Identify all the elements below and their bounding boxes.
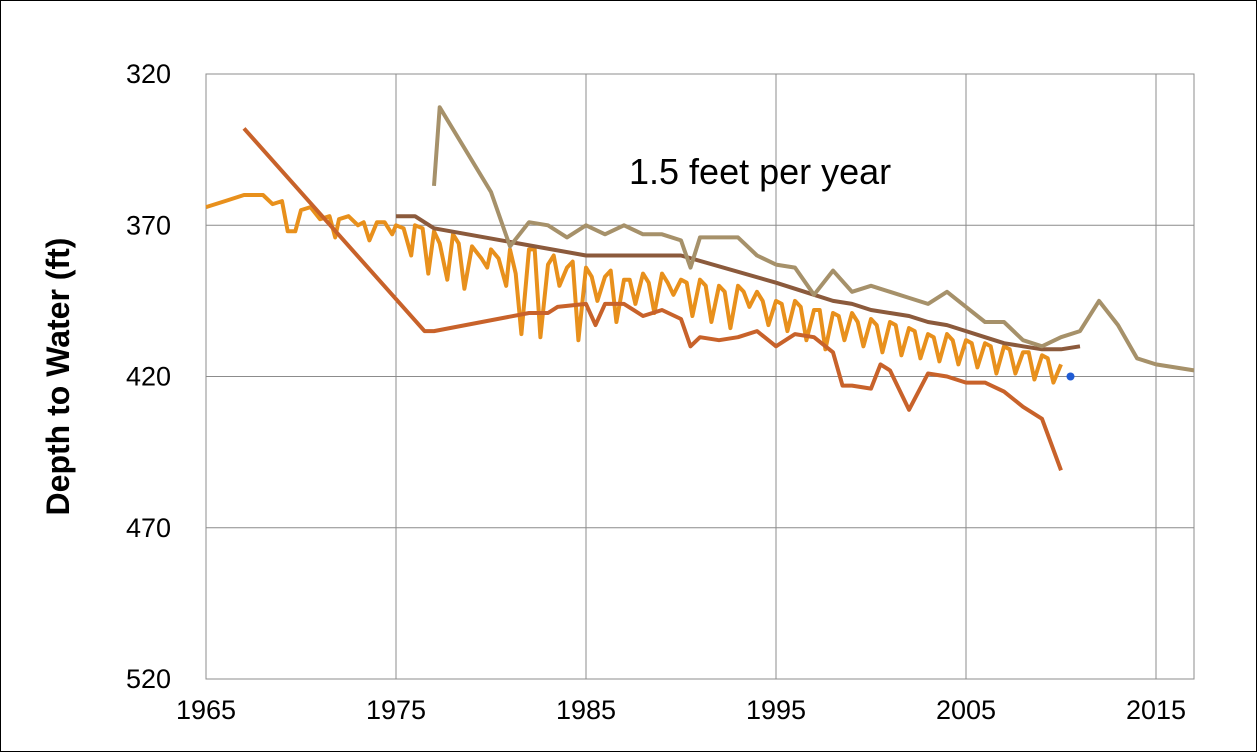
series-line-1 [242,127,1063,471]
x-tick-label: 2015 [1126,695,1186,725]
series-line-3 [432,105,1195,373]
x-tick-label: 1985 [556,695,616,725]
x-tick-label: 1995 [746,695,806,725]
y-tick-label: 470 [126,513,171,543]
x-tick-label: 1975 [366,695,426,725]
series-line-0 [205,193,1063,385]
y-tick-label: 370 [126,210,171,240]
x-tick-label: 1965 [176,695,236,725]
y-axis-ticks: 320 370 420 470 520 [126,59,171,694]
y-tick-label: 420 [126,362,171,392]
series-point [1066,372,1075,381]
x-axis-ticks: 1965 1975 1985 1995 2005 2015 [176,695,1186,725]
y-tick-label: 520 [126,664,171,694]
plot-area [205,73,1195,680]
y-tick-label: 320 [126,59,171,89]
rate-annotation: 1.5 feet per year [629,151,891,192]
series-group [205,105,1195,471]
series-line-2 [396,214,1081,352]
x-tick-label: 2005 [936,695,996,725]
y-axis-title: Depth to Water (ft) [40,238,76,516]
